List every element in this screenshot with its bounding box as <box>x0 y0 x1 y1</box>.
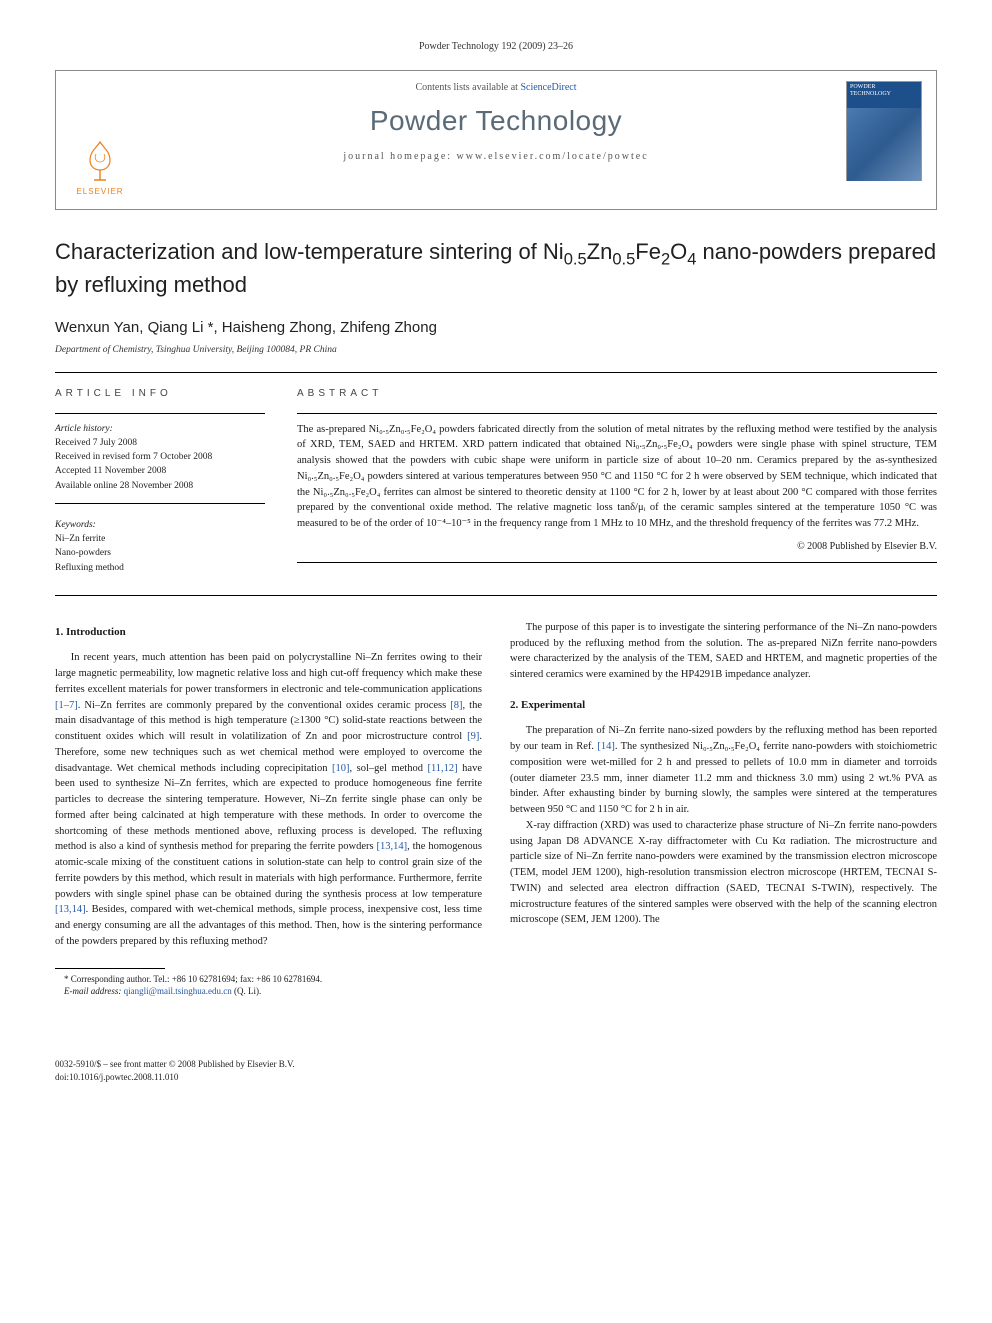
affiliation: Department of Chemistry, Tsinghua Univer… <box>55 344 937 357</box>
ref-link[interactable]: [9] <box>467 731 479 742</box>
footnote-line-1: * Corresponding author. Tel.: +86 10 627… <box>55 973 937 986</box>
intro-paragraph-2: The purpose of this paper is to investig… <box>510 620 937 683</box>
section-1-heading: 1. Introduction <box>55 624 482 641</box>
footnote-line-2: E-mail address: qiangli@mail.tsinghua.ed… <box>55 985 937 998</box>
info-rule-2 <box>55 503 265 504</box>
body-text: 1. Introduction In recent years, much at… <box>55 620 937 950</box>
ref-link[interactable]: [8] <box>450 700 462 711</box>
sciencedirect-link[interactable]: ScienceDirect <box>520 82 576 93</box>
page-bottom-meta: 0032-5910/$ – see front matter © 2008 Pu… <box>55 1058 937 1083</box>
homepage-url: www.elsevier.com/locate/powtec <box>457 151 649 162</box>
ref-link[interactable]: [13,14] <box>55 904 86 915</box>
history-label: Article history: <box>55 422 265 436</box>
abstract-copyright: © 2008 Published by Elsevier B.V. <box>297 540 937 554</box>
revised-date: Received in revised form 7 October 2008 <box>55 450 265 464</box>
publisher-name: ELSEVIER <box>76 186 123 197</box>
abstract-text: The as-prepared Ni₀.₅Zn₀.₅Fe₂O₄ powders … <box>297 422 937 532</box>
rule-body-top <box>55 595 937 596</box>
ref-link[interactable]: [10] <box>332 763 350 774</box>
elsevier-tree-icon <box>76 138 124 184</box>
ref-link[interactable]: [14] <box>597 741 615 752</box>
abstract-rule-bottom <box>297 562 937 563</box>
doi-line: doi:10.1016/j.powtec.2008.11.010 <box>55 1071 937 1084</box>
rule-top <box>55 372 937 373</box>
elsevier-logo: ELSEVIER <box>70 135 130 197</box>
abstract-heading: ABSTRACT <box>297 387 937 401</box>
keyword-1: Ni–Zn ferrite <box>55 532 265 546</box>
abstract-column: ABSTRACT The as-prepared Ni₀.₅Zn₀.₅Fe₂O₄… <box>297 387 937 575</box>
ref-link[interactable]: [13,14] <box>376 841 407 852</box>
article-meta-row: ARTICLE INFO Article history: Received 7… <box>55 387 937 575</box>
info-rule <box>55 413 265 414</box>
journal-cover-thumbnail: POWDER TECHNOLOGY <box>846 81 922 181</box>
received-date: Received 7 July 2008 <box>55 436 265 450</box>
journal-header: ELSEVIER POWDER TECHNOLOGY Contents list… <box>55 70 937 210</box>
front-matter-line: 0032-5910/$ – see front matter © 2008 Pu… <box>55 1058 937 1071</box>
author-list: Wenxun Yan, Qiang Li *, Haisheng Zhong, … <box>55 317 937 338</box>
keyword-2: Nano-powders <box>55 546 265 560</box>
intro-paragraph-1: In recent years, much attention has been… <box>55 650 482 949</box>
accepted-date: Accepted 11 November 2008 <box>55 464 265 478</box>
section-2-heading: 2. Experimental <box>510 697 937 714</box>
keywords-label: Keywords: <box>55 518 265 532</box>
keyword-3: Refluxing method <box>55 561 265 575</box>
ref-link[interactable]: [11,12] <box>427 763 457 774</box>
running-head: Powder Technology 192 (2009) 23–26 <box>55 40 937 54</box>
ref-link[interactable]: [1–7] <box>55 700 78 711</box>
article-title: Characterization and low-temperature sin… <box>55 238 937 299</box>
article-info-heading: ARTICLE INFO <box>55 387 265 401</box>
corresponding-author-footnote: * Corresponding author. Tel.: +86 10 627… <box>55 973 937 998</box>
cover-label-2: TECHNOLOGY <box>850 91 891 97</box>
contents-available-line: Contents lists available at ScienceDirec… <box>70 81 922 95</box>
footnote-rule <box>55 968 165 969</box>
journal-homepage: journal homepage: www.elsevier.com/locat… <box>70 150 922 164</box>
experimental-paragraph-1: The preparation of Ni–Zn ferrite nano-si… <box>510 723 937 818</box>
article-info-column: ARTICLE INFO Article history: Received 7… <box>55 387 265 575</box>
author-email-link[interactable]: qiangli@mail.tsinghua.edu.cn <box>124 986 232 996</box>
experimental-paragraph-2: X-ray diffraction (XRD) was used to char… <box>510 818 937 928</box>
journal-name: Powder Technology <box>70 101 922 140</box>
abstract-rule <box>297 413 937 414</box>
cover-label-1: POWDER <box>850 84 875 90</box>
online-date: Available online 28 November 2008 <box>55 479 265 493</box>
